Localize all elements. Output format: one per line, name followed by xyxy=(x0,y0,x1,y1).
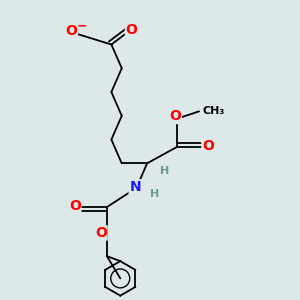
Text: O: O xyxy=(65,24,77,38)
Text: H: H xyxy=(160,167,170,176)
Text: −: − xyxy=(76,20,87,33)
Text: O: O xyxy=(69,199,81,213)
Text: O: O xyxy=(169,110,181,123)
Text: O: O xyxy=(126,22,137,37)
Text: N: N xyxy=(129,180,141,194)
Text: O: O xyxy=(95,226,107,240)
Text: O: O xyxy=(202,139,214,153)
Text: H: H xyxy=(150,189,159,199)
Text: CH₃: CH₃ xyxy=(202,106,224,116)
